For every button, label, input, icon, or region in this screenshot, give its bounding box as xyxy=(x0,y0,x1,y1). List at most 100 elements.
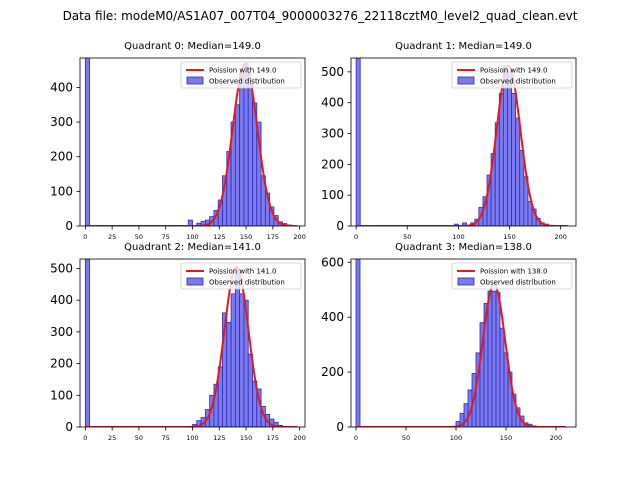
histogram-bar xyxy=(226,321,232,427)
legend-box xyxy=(180,262,302,290)
y-tick-label: 100 xyxy=(321,188,344,202)
legend-bar-swatch xyxy=(186,277,204,286)
histogram-bar xyxy=(239,293,245,427)
figure-title: Data file: modeM0/AS1A07_007T04_90000032… xyxy=(63,9,578,23)
y-tick-label: 0 xyxy=(65,420,73,434)
legend-box xyxy=(451,262,573,290)
histogram-bar xyxy=(84,259,91,427)
legend-label-fit: Poission with 138.0 xyxy=(480,268,548,276)
x-tick-label: 0 xyxy=(83,233,87,241)
panel-title: Quadrant 2: Median=141.0 xyxy=(124,242,261,253)
x-tick-label: 50 xyxy=(403,233,411,241)
quadrant-0-panel: 0 25 50 75 100 125 150 175 200 0 100 200 300 400 Quadr… xyxy=(50,41,306,241)
axes-frame xyxy=(350,258,577,428)
histogram-bar xyxy=(519,150,525,226)
histogram-bar xyxy=(462,222,467,226)
histogram-bar xyxy=(355,58,361,226)
x-tick-label: 100 xyxy=(186,434,198,442)
y-tick-label: 0 xyxy=(336,219,344,233)
legend-bar-swatch xyxy=(186,76,204,85)
x-tick-label: 175 xyxy=(267,434,279,442)
histogram-bar xyxy=(495,292,501,427)
quadrant-3-panel: 0 50 100 150 200 0 200 400 600 Quadrant 3: Median… xyxy=(321,242,577,442)
y-tick-label: 400 xyxy=(321,96,344,110)
histogram-bar xyxy=(230,293,236,427)
y-tick-label: 200 xyxy=(321,365,344,379)
x-tick-label: 100 xyxy=(186,233,198,241)
histogram-bar xyxy=(515,117,521,226)
legend-label-observed: Observed distribution xyxy=(480,279,556,287)
y-tick-label: 200 xyxy=(321,157,344,171)
y-tick-label: 500 xyxy=(50,262,73,276)
histogram-bar xyxy=(487,290,493,427)
histogram-bar xyxy=(187,219,193,226)
y-tick-label: 0 xyxy=(336,420,344,434)
x-tick-label: 150 xyxy=(240,233,252,241)
y-tick-label: 300 xyxy=(50,325,73,339)
y-tick-label: 600 xyxy=(321,255,344,269)
legend-label-fit: Poission with 149.0 xyxy=(480,67,548,75)
x-tick-label: 150 xyxy=(503,233,515,241)
legend-label-observed: Observed distribution xyxy=(480,78,556,86)
y-tick-label: 100 xyxy=(50,388,73,402)
y-tick-label: 200 xyxy=(50,357,73,371)
x-tick-label: 50 xyxy=(402,434,410,442)
y-tick-label: 300 xyxy=(321,127,344,141)
x-tick-label: 100 xyxy=(450,434,462,442)
y-tick-label: 0 xyxy=(65,219,73,233)
histogram-bar xyxy=(84,58,91,226)
y-tick-label: 300 xyxy=(50,115,73,129)
histogram-bar xyxy=(234,104,241,226)
y-tick-label: 400 xyxy=(50,80,73,94)
x-tick-label: 0 xyxy=(354,233,358,241)
quadrant-1-panel: 0 50 100 150 200 0 100 200 300 400 500 Quadrant 1: … xyxy=(321,41,577,241)
x-tick-label: 125 xyxy=(213,233,225,241)
x-tick-label: 0 xyxy=(354,434,358,442)
x-tick-label: 125 xyxy=(213,434,225,442)
x-tick-label: 25 xyxy=(108,434,116,442)
x-tick-label: 25 xyxy=(108,233,116,241)
x-tick-label: 175 xyxy=(267,233,279,241)
legend-label-observed: Observed distribution xyxy=(209,279,285,287)
legend-label-fit: Poission with 149.0 xyxy=(209,67,277,75)
y-tick-label: 400 xyxy=(321,310,344,324)
y-tick-label: 200 xyxy=(50,150,73,164)
x-tick-label: 200 xyxy=(550,434,562,442)
legend-label-observed: Observed distribution xyxy=(209,78,285,86)
histogram-bar xyxy=(355,259,361,427)
x-tick-label: 75 xyxy=(162,434,170,442)
x-tick-label: 50 xyxy=(135,434,143,442)
histogram-bar xyxy=(507,71,512,226)
histogram-bar xyxy=(234,268,241,427)
x-tick-label: 100 xyxy=(452,233,464,241)
panel-title: Quadrant 0: Median=149.0 xyxy=(124,41,261,52)
y-tick-label: 400 xyxy=(50,293,73,307)
poisson-fit-line xyxy=(356,283,566,427)
histogram-bar xyxy=(498,93,504,226)
histogram-bar xyxy=(499,327,505,427)
histogram-bar xyxy=(491,290,497,427)
x-tick-label: 200 xyxy=(293,233,305,241)
axes-frame xyxy=(350,57,577,227)
histogram-bar xyxy=(239,73,245,226)
legend-box xyxy=(180,61,302,89)
x-tick-label: 150 xyxy=(240,434,252,442)
quadrant-2-panel: 0 25 50 75 100 125 150 175 200 0 100 200 300 400 500 Qu… xyxy=(50,242,306,442)
histogram-bar xyxy=(247,83,253,226)
x-tick-label: 75 xyxy=(162,233,170,241)
panel-title: Quadrant 1: Median=149.0 xyxy=(395,41,532,52)
legend-bar-swatch xyxy=(457,76,475,85)
plot-area xyxy=(355,259,566,427)
x-tick-label: 50 xyxy=(135,233,143,241)
x-tick-label: 150 xyxy=(500,434,512,442)
panel-title: Quadrant 3: Median=138.0 xyxy=(395,242,532,253)
legend-bar-swatch xyxy=(457,277,475,286)
histogram-bar xyxy=(247,353,253,427)
legend-box xyxy=(451,61,573,89)
y-tick-label: 100 xyxy=(50,184,73,198)
x-tick-label: 200 xyxy=(293,434,305,442)
legend-label-fit: Poission with 141.0 xyxy=(209,268,277,276)
histogram-bar xyxy=(256,121,262,226)
y-tick-label: 500 xyxy=(321,65,344,79)
